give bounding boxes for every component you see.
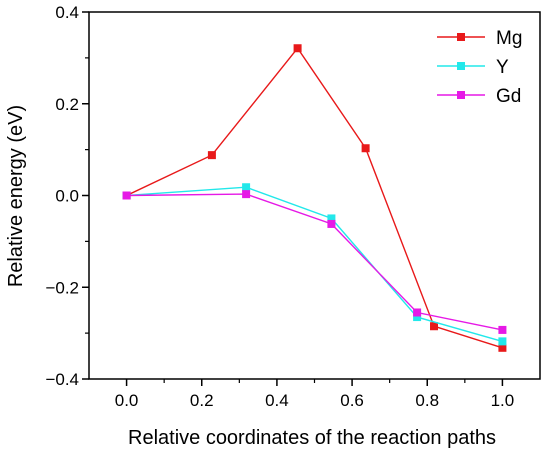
- x-tick-label: 0.2: [190, 391, 214, 410]
- series-layer: [122, 44, 507, 352]
- data-point-y: [413, 313, 422, 322]
- y-tick-label: −0.4: [45, 370, 79, 389]
- x-tick-label: 1.0: [491, 391, 515, 410]
- series-line-gd: [126, 193, 503, 331]
- legend-label-gd: Gd: [496, 86, 521, 107]
- x-tick-label: 0.6: [340, 391, 364, 410]
- x-axis-title: Relative coordinates of the reaction pat…: [128, 427, 496, 449]
- x-axis-ticks: 0.0 0.2 0.4 0.6 0.8 1.0: [115, 379, 514, 410]
- y-tick-label: −0.2: [45, 278, 79, 297]
- legend-marker-gd: [457, 91, 465, 99]
- legend: Mg Y Gd: [437, 28, 522, 107]
- data-point-gd: [498, 325, 507, 334]
- data-point-y: [498, 337, 507, 346]
- data-point-gd: [122, 191, 131, 200]
- y-axis-title: Relative energy (eV): [5, 105, 27, 287]
- y-tick-label: 0.2: [55, 95, 79, 114]
- legend-label-mg: Mg: [496, 28, 522, 49]
- data-point-mg: [293, 44, 302, 53]
- legend-marker-y: [457, 62, 465, 70]
- legend-marker-mg: [457, 33, 465, 41]
- y-tick-label: 0.0: [55, 187, 79, 206]
- data-point-y: [242, 183, 251, 192]
- data-point-mg: [207, 151, 216, 160]
- x-tick-label: 0.4: [265, 391, 289, 410]
- series-line-mg: [126, 47, 503, 349]
- x-tick-label: 0.8: [415, 391, 439, 410]
- data-point-mg: [498, 343, 507, 352]
- data-point-gd: [327, 219, 336, 228]
- data-point-mg: [430, 322, 439, 331]
- data-point-mg: [361, 144, 370, 153]
- x-tick-label: 0.0: [115, 391, 139, 410]
- y-tick-label: 0.4: [55, 3, 79, 22]
- legend-label-y: Y: [496, 57, 509, 78]
- y-axis-ticks: −0.4 −0.2 0.0 0.2 0.4: [45, 3, 89, 389]
- data-point-gd: [242, 190, 251, 199]
- data-point-gd: [413, 308, 422, 317]
- data-point-y: [327, 214, 336, 223]
